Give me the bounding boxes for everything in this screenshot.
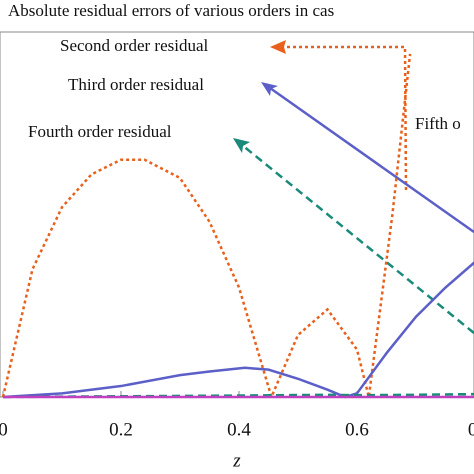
series-line <box>2 261 474 399</box>
chart-title: Absolute residual errors of various orde… <box>8 1 334 20</box>
x-axis-label: z <box>232 450 241 471</box>
x-tick-label: 0.6 <box>345 419 369 440</box>
series-line <box>1 53 412 401</box>
x-tick-label: 0. <box>468 419 474 440</box>
annotation: Third order residual <box>68 75 204 94</box>
x-tick-label: 0.4 <box>227 419 251 440</box>
annotation: Fourth order residual <box>28 122 172 141</box>
x-tick-label: 0.2 <box>109 419 133 440</box>
annotation: Second order residual <box>60 36 209 55</box>
arrows <box>233 40 474 334</box>
x-tick-label: 0 <box>0 419 8 440</box>
annotation: Fifth o <box>415 114 461 133</box>
